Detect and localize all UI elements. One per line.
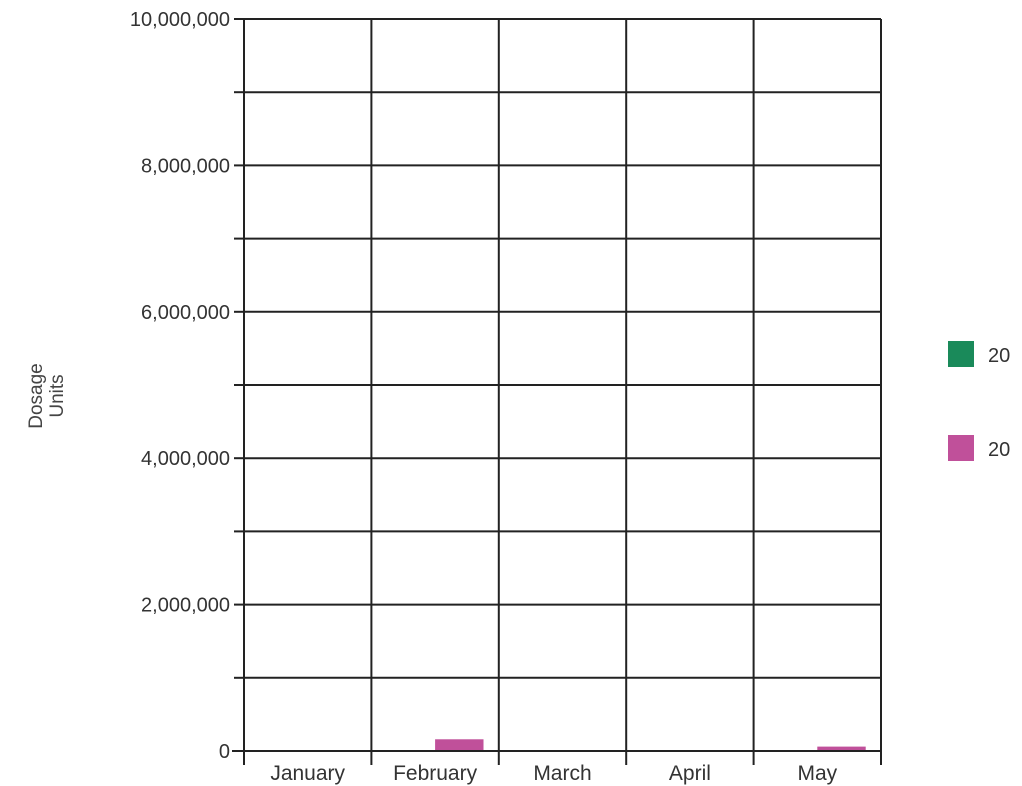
y-tick-label: 4,000,000 [141, 448, 230, 470]
x-tick-label: January [270, 762, 345, 785]
y-tick-label: 2,000,000 [141, 595, 230, 617]
category-dividers [370, 19, 755, 751]
x-tick-label: April [669, 762, 711, 785]
x-tick-label: March [533, 762, 591, 785]
gridlines [244, 18, 881, 679]
bar [435, 739, 484, 751]
legend-swatch [948, 341, 974, 367]
x-tick-label: May [797, 762, 837, 785]
y-tick-label: 6,000,000 [141, 302, 230, 324]
y-tick-label: 0 [219, 741, 230, 763]
legend-label: 20 [988, 345, 1010, 367]
y-tick-labels: 0 2,000,000 4,000,000 6,000,000 8,000,000 10,… [130, 9, 230, 763]
y-axis-title-line: Dosage [26, 363, 47, 429]
legend-swatch [948, 435, 974, 461]
x-tick-label: February [393, 762, 478, 785]
legend-label: 20 [988, 439, 1010, 461]
bar [817, 746, 866, 751]
x-tick-labels: January February March April May [270, 762, 837, 785]
y-tick-label: 8,000,000 [141, 155, 230, 177]
y-axis-title-line: Units [47, 374, 68, 417]
y-tick-label: 10,000,000 [130, 9, 230, 31]
y-axis-title: DosageUnits [26, 363, 68, 429]
bars [435, 739, 866, 751]
axes [232, 18, 882, 765]
